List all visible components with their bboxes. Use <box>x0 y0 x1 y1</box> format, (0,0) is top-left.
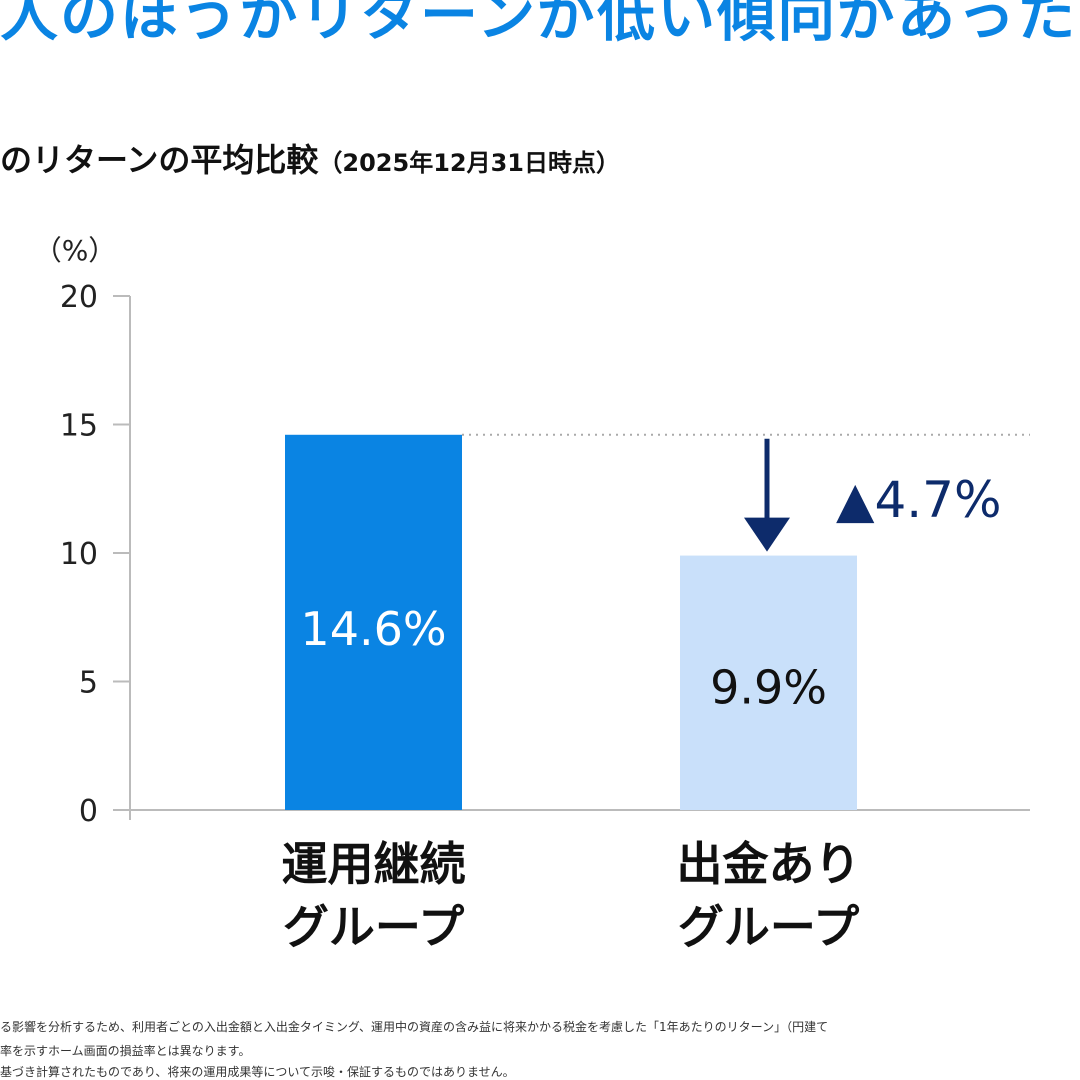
footnote-1: る影響を分析するため、利用者ごとの入出金額と入出金タイミング、運用中の資産の含み… <box>0 1020 829 1034</box>
chart-subtitle: のリターンの平均比較（2025年12月31日時点） <box>0 135 620 181</box>
bar-data-label: 9.9% <box>710 661 827 715</box>
y-tick-label: 10 <box>60 537 98 572</box>
difference-annotation-text: ▲4.7% <box>836 471 1001 529</box>
category-label: グループ <box>283 900 464 954</box>
subtitle-date: （2025年12月31日時点） <box>318 149 620 177</box>
bar <box>285 434 462 810</box>
headline: 人のほうがリターンが低い傾向があった <box>0 0 1078 49</box>
y-tick-label: 0 <box>79 794 98 829</box>
y-tick-label: 20 <box>60 280 98 315</box>
category-label: グループ <box>678 900 859 954</box>
down-arrow-icon <box>744 438 790 552</box>
category-label: 出金あり <box>677 837 861 891</box>
y-axis-label: （%） <box>34 234 117 267</box>
footnote-3: 基づき計算されたものであり、将来の運用成果等について示唆・保証するものではありま… <box>0 1065 515 1079</box>
subtitle-main: のリターンの平均比較 <box>0 141 319 179</box>
y-tick-label: 15 <box>60 409 98 444</box>
category-label: 運用継続 <box>282 837 466 891</box>
footnote-2: 率を示すホーム画面の損益率とは異なります。 <box>0 1044 251 1058</box>
arrow-head <box>744 517 790 552</box>
y-tick-label: 5 <box>79 666 98 701</box>
bar <box>680 555 857 810</box>
difference-annotation: ▲4.7% <box>836 471 1001 529</box>
bar-data-label: 14.6% <box>300 602 446 656</box>
